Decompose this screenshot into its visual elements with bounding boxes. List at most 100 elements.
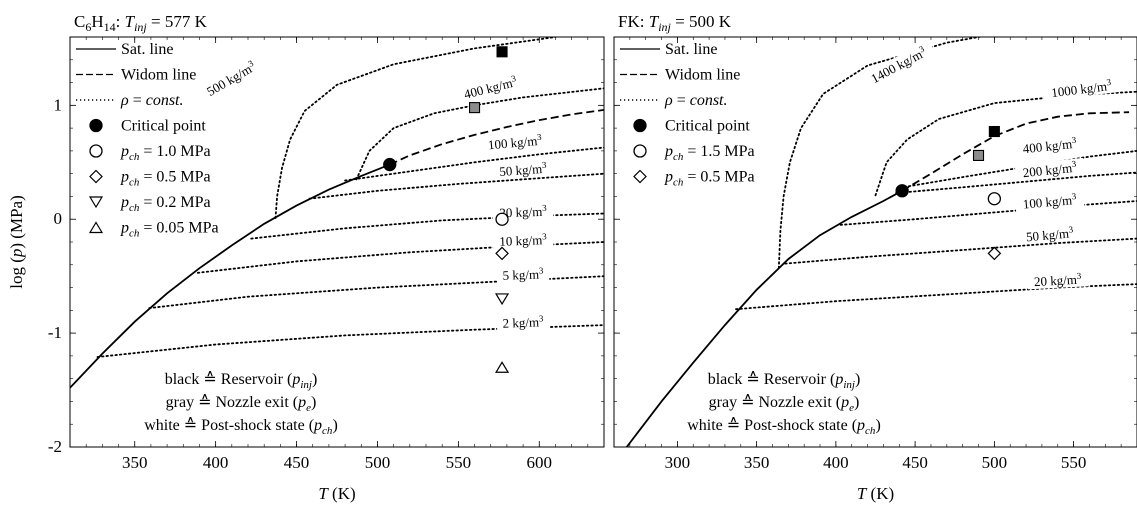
isochore-label-group: 50 kg/m3 [1018,223,1081,245]
x-tick-label: 400 [203,453,229,472]
saturation-line [625,190,903,447]
marker-color-note-line: gray ≙ Nozzle exit (pe) [709,394,860,414]
reservoir-marker [988,125,1000,138]
legend: Sat. line Widom line ρ = const. Critical po… [620,41,755,189]
isochore-label: 2 kg/m3 [502,313,544,330]
legend-swatch-pch [89,169,103,184]
isochore-label-bg [479,131,550,154]
isochore-label-bg [1014,133,1085,158]
legend-swatch-pch [88,196,104,209]
isochore-line [355,87,604,181]
isochore-label: 20 kg/m3 [1034,271,1083,289]
isochore-label-group: 5 kg/m3 [496,265,550,284]
isochore-label-group: 100 kg/m3 [479,131,550,154]
post-shock-marker [495,212,509,226]
isochore-line [308,172,604,200]
legend-label-sat-line: Sat. line [665,41,717,58]
chart-panel-c6h14: 350 400 450 500 550 600 -2 -1 0 1 500 kg/m3 400 kg/… [48,12,605,503]
isochore-label: 1000 kg/m3 [1050,77,1112,100]
isochore-line [874,90,1137,197]
x-tick-label: 500 [982,453,1008,472]
x-tick-label: 550 [1061,453,1087,472]
widom-line [389,109,604,166]
isochore-label-group: 500 kg/m3 [197,54,265,103]
legend: Sat. line Widom line ρ = const. Critical po… [76,41,219,240]
isochore-label-group: 200 kg/m3 [1014,157,1085,181]
isochore-line [250,212,604,240]
isochore-label: 100 kg/m3 [1022,191,1078,212]
legend-swatch-pch [633,169,647,184]
saturation-line [70,163,391,389]
isochore-line [777,37,984,270]
reservoir-marker [496,46,508,58]
post-shock-marker [987,246,1002,261]
isochore-line [895,171,1137,194]
x-axis-label: T (K) [318,484,355,503]
x-tick-label: 300 [665,453,691,472]
marker-color-note-line: gray ≙ Nozzle exit (pe) [166,394,317,414]
isochore-label: 20 kg/m3 [499,203,548,221]
isochore-label-group: 20 kg/m3 [1027,270,1089,290]
legend-swatch-critical-point [89,118,103,133]
nozzle-exit-marker [972,149,985,161]
isochore-label-group: 1000 kg/m3 [1042,75,1121,102]
plot-area: 500 kg/m3 400 kg/m3 100 kg/m3 50 kg/m3 20 kg… [70,37,604,389]
post-shock-marker [987,192,1002,206]
legend-swatch-pch [633,144,647,158]
y-axis-label: log (p) (MPa) [7,195,26,289]
marker-color-note: black ≙ Reservoir (pinj) gray ≙ Nozzle ex… [687,371,881,437]
isochore-line [839,200,1137,226]
x-tick-label: 550 [446,453,472,472]
isochore-label-bg [1027,270,1089,290]
isochore-label-bg [1042,75,1121,102]
widom-line [901,111,1130,192]
isochore-label-bg [1014,157,1085,181]
nozzle-exit-marker [468,102,481,114]
isochore-line [96,324,604,358]
isochore-label: 10 kg/m3 [499,231,548,249]
isochore-label: 1400 kg/m3 [868,43,929,86]
isochore-line [274,37,557,219]
x-tick-label: 450 [902,453,928,472]
isochore-label-group: 2 kg/m3 [496,313,550,331]
legend-swatch-critical-point [633,118,647,133]
legend-label-pch: pch = 1.0 MPa [120,143,211,163]
isochore-label-bg [197,54,265,103]
isochore-label: 100 kg/m3 [487,132,543,153]
legend-swatch-pch [89,144,103,158]
isochore-label-bg [492,159,554,180]
legend-label-sat-line: Sat. line [121,41,173,58]
y-tick-label: -2 [48,437,62,456]
legend-label-widom-line: Widom line [665,67,740,84]
x-tick-label: 500 [365,453,391,472]
isochore-label-bg [455,71,526,104]
critical-point-marker [383,157,397,172]
legend-label-pch: pch = 0.2 MPa [120,194,211,214]
isochore-line [784,237,1137,265]
legend-swatch-pch [88,221,104,234]
legend-label-critical-point: Critical point [665,118,750,135]
isochore-label-bg [860,39,936,90]
isochore-label: 400 kg/m3 [1022,135,1078,157]
legend-label-widom-line: Widom line [121,67,196,84]
legend-label-isochore: ρ = const. [664,92,728,109]
post-shock-marker [494,361,510,373]
x-tick-label: 350 [122,453,148,472]
isochore-label-bg [496,265,550,284]
marker-color-note: black ≙ Reservoir (pinj) gray ≙ Nozzle ex… [144,371,338,437]
isochore-label-bg [1014,190,1085,213]
y-tick-label: 1 [54,95,63,114]
chart-panel-fk: 300 350 400 450 500 550 1400 kg/m3 1000 kg/m3 40… [613,12,1137,503]
marker-color-note-line: black ≙ Reservoir (pinj) [165,371,318,391]
critical-point-marker [895,184,909,198]
isochore-label-group: 100 kg/m3 [1014,190,1085,213]
isochore-label: 500 kg/m3 [203,58,258,99]
isochore-label-group: 10 kg/m3 [492,230,554,250]
isochore-label-bg [496,313,550,331]
isochore-label-bg [492,230,554,250]
isochore-label: 50 kg/m3 [1025,224,1074,244]
legend-label-pch: pch = 0.5 MPa [120,169,211,189]
legend-label-isochore: ρ = const. [120,92,184,109]
